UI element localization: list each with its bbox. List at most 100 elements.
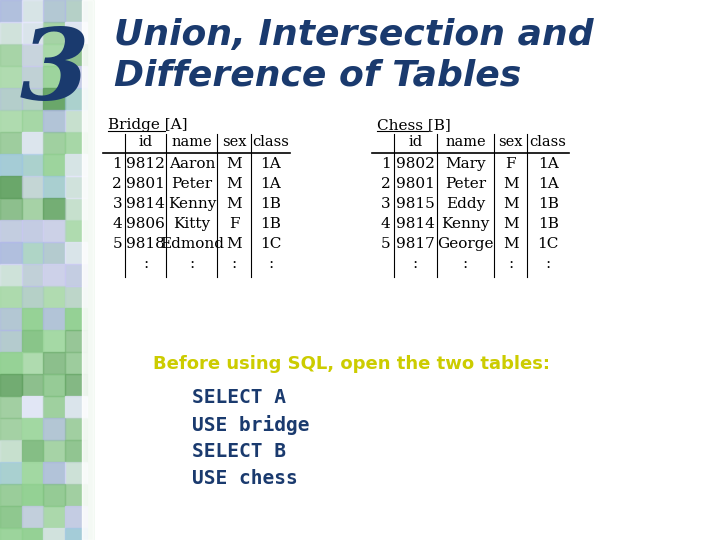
Bar	[0, 176, 22, 198]
Bar	[0, 264, 22, 286]
Text: USE bridge: USE bridge	[192, 415, 310, 435]
Bar	[22, 330, 43, 352]
Bar	[22, 88, 43, 110]
Text: Eddy: Eddy	[446, 197, 485, 211]
Bar	[0, 154, 22, 176]
Text: 4: 4	[381, 217, 391, 231]
Text: M: M	[503, 217, 518, 231]
Text: class: class	[252, 135, 289, 149]
Text: 9814: 9814	[396, 217, 435, 231]
Text: 1A: 1A	[260, 177, 281, 191]
Bar	[22, 110, 43, 132]
Bar	[0, 88, 22, 110]
Text: Peter: Peter	[171, 177, 212, 191]
Bar	[65, 308, 86, 330]
Bar	[0, 0, 94, 540]
Bar	[22, 484, 43, 506]
Bar	[65, 132, 86, 154]
Text: name: name	[171, 135, 212, 149]
Text: F: F	[505, 157, 516, 171]
Text: 9815: 9815	[396, 197, 435, 211]
Bar	[43, 462, 65, 484]
Bar	[0, 220, 22, 242]
Text: Difference of Tables: Difference of Tables	[114, 58, 521, 92]
Bar	[22, 418, 43, 440]
Bar	[0, 242, 22, 264]
Bar	[65, 374, 86, 396]
Text: Peter: Peter	[445, 177, 486, 191]
Text: 3: 3	[381, 197, 391, 211]
Text: M: M	[226, 197, 242, 211]
Bar	[22, 198, 43, 220]
Text: 1C: 1C	[260, 237, 282, 251]
Text: SELECT A: SELECT A	[192, 388, 286, 407]
Bar	[0, 330, 22, 352]
Bar	[0, 308, 22, 330]
Bar	[43, 440, 65, 462]
Bar	[22, 286, 43, 308]
Bar	[65, 176, 86, 198]
Bar	[43, 22, 65, 44]
Bar	[43, 396, 65, 418]
Bar	[65, 528, 86, 540]
Bar	[43, 418, 65, 440]
Bar	[65, 242, 86, 264]
Bar	[65, 286, 86, 308]
Bar	[0, 528, 22, 540]
Text: George: George	[437, 237, 494, 251]
Bar	[22, 154, 43, 176]
Bar	[0, 66, 22, 88]
Text: 3: 3	[112, 197, 122, 211]
Bar	[43, 286, 65, 308]
Text: 1C: 1C	[537, 237, 559, 251]
Text: 9801: 9801	[396, 177, 435, 191]
Bar	[65, 154, 86, 176]
Bar	[81, 0, 94, 540]
Text: 1: 1	[112, 157, 122, 171]
Bar	[43, 264, 65, 286]
Text: sex: sex	[222, 135, 246, 149]
Text: :: :	[232, 257, 237, 271]
Bar	[65, 330, 86, 352]
Bar	[65, 418, 86, 440]
Bar	[0, 418, 22, 440]
Text: :: :	[189, 257, 194, 271]
Bar	[43, 0, 65, 22]
Text: 3: 3	[19, 24, 89, 120]
Text: 1: 1	[381, 157, 391, 171]
Bar	[22, 374, 43, 396]
Bar	[43, 330, 65, 352]
Text: 2: 2	[112, 177, 122, 191]
Text: 5: 5	[381, 237, 391, 251]
Bar	[43, 176, 65, 198]
Text: 1B: 1B	[260, 197, 281, 211]
Bar	[65, 396, 86, 418]
Bar	[0, 132, 22, 154]
Bar	[43, 242, 65, 264]
Text: 9814: 9814	[126, 197, 165, 211]
Text: Aaron: Aaron	[168, 157, 215, 171]
Bar	[22, 22, 43, 44]
Bar	[65, 506, 86, 528]
Text: 9806: 9806	[126, 217, 165, 231]
Text: Kenny: Kenny	[168, 197, 216, 211]
Bar	[43, 66, 65, 88]
Bar	[22, 0, 43, 22]
Bar	[43, 110, 65, 132]
Bar	[43, 88, 65, 110]
Bar	[22, 132, 43, 154]
Bar	[22, 44, 43, 66]
Text: 9802: 9802	[396, 157, 435, 171]
Text: 9812: 9812	[126, 157, 165, 171]
Bar	[65, 110, 86, 132]
Bar	[65, 484, 86, 506]
Bar	[65, 198, 86, 220]
Bar	[22, 528, 43, 540]
Bar	[65, 22, 86, 44]
Bar	[0, 396, 22, 418]
Text: Chess [B]: Chess [B]	[377, 118, 451, 132]
Bar	[0, 484, 22, 506]
Text: 1B: 1B	[538, 197, 559, 211]
Text: :: :	[546, 257, 551, 271]
Bar	[0, 22, 22, 44]
